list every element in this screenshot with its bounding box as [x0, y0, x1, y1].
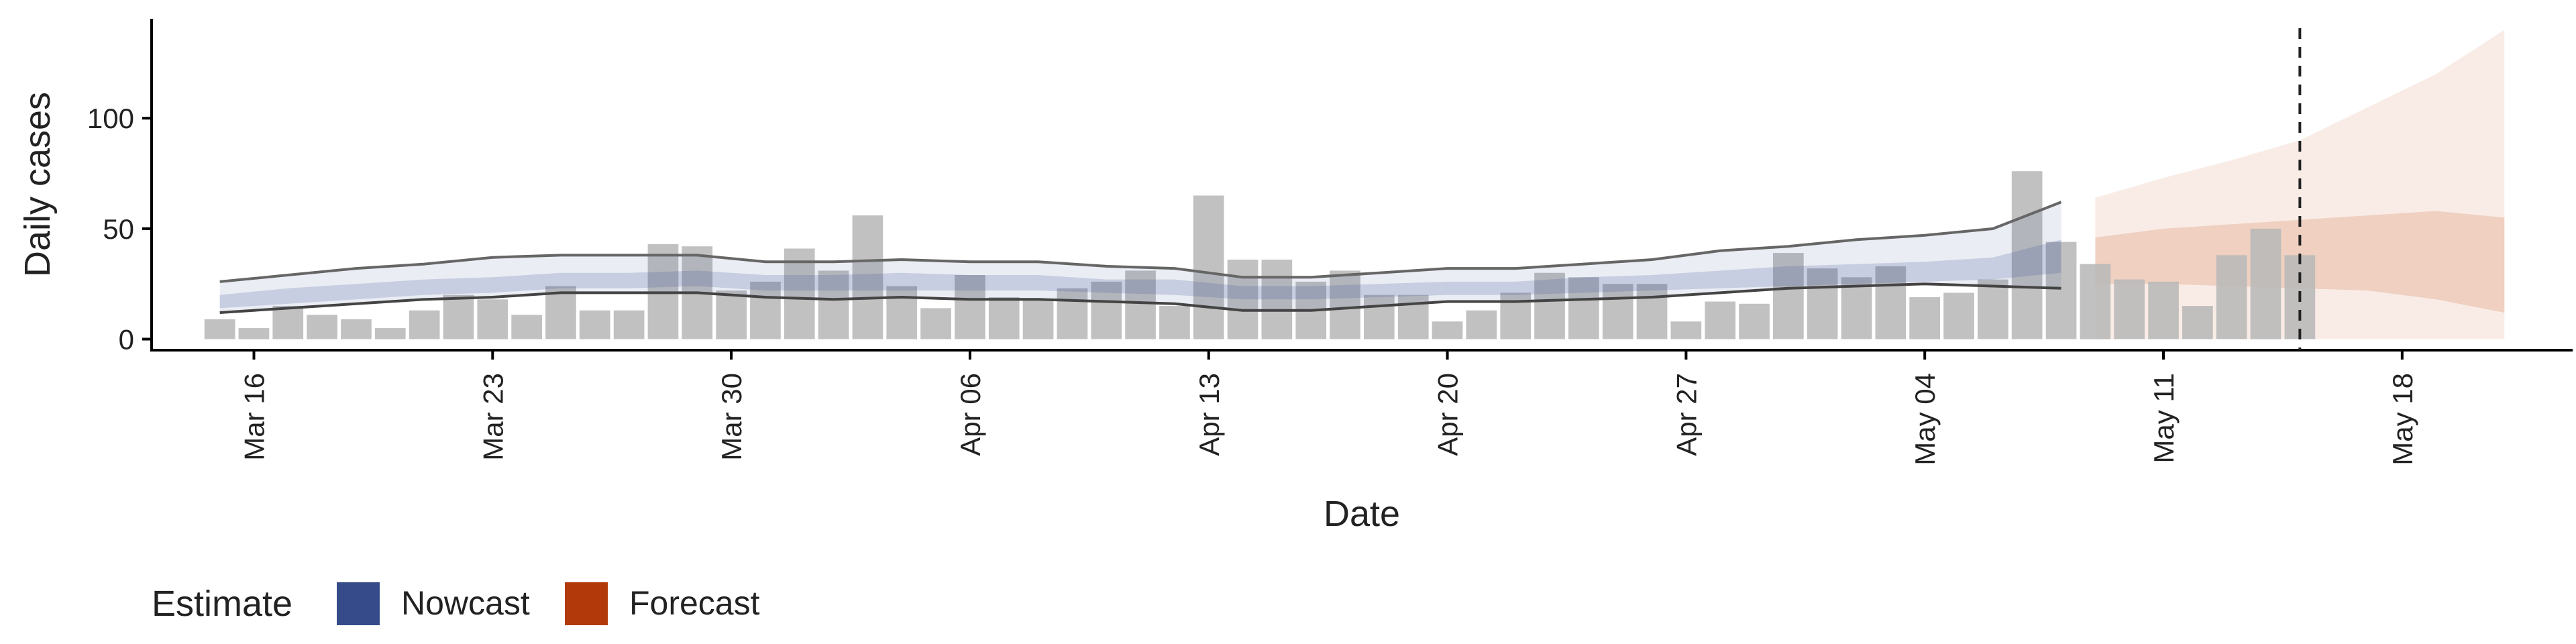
- legend: Estimate Nowcast Forecast: [152, 582, 760, 625]
- case-bar: [443, 294, 474, 339]
- case-bar: [409, 310, 440, 339]
- case-bar: [613, 310, 645, 339]
- case-bar: [1875, 266, 1907, 339]
- case-bar: [2182, 306, 2213, 339]
- x-tick-label: Mar 23: [477, 373, 508, 461]
- case-bar: [852, 215, 883, 339]
- case-bar: [1159, 306, 1190, 339]
- x-tick-label: May 18: [2387, 373, 2418, 466]
- y-tick-label: 0: [119, 324, 134, 356]
- case-bar: [1705, 301, 1736, 339]
- case-bar: [716, 290, 747, 339]
- case-bar: [511, 315, 542, 339]
- y-axis-title: Daily cases: [17, 92, 58, 277]
- case-bar: [477, 299, 508, 339]
- case-bar: [784, 248, 815, 339]
- case-bar: [955, 275, 985, 339]
- case-bar: [1909, 297, 1940, 339]
- x-ticks: Mar 16 Mar 23 Mar 30 Apr 06 Apr 13 Apr 20 Apr …: [239, 350, 2418, 466]
- nowcast-outer-band: [219, 202, 2061, 313]
- x-tick-label: May 11: [2148, 373, 2180, 464]
- case-bar: [238, 328, 270, 339]
- legend-swatch-nowcast: [337, 582, 380, 625]
- case-bar: [1568, 277, 1599, 339]
- x-tick-label: Apr 20: [1432, 373, 1464, 456]
- x-tick-label: Apr 06: [955, 373, 986, 456]
- case-bar: [818, 270, 849, 339]
- case-bar: [750, 281, 781, 339]
- case-bar: [307, 315, 337, 339]
- case-bar: [988, 297, 1020, 339]
- case-bar: [1670, 321, 1702, 339]
- nowcast-layer: [219, 201, 2062, 314]
- case-bar: [1773, 253, 1804, 339]
- case-bar: [579, 310, 610, 339]
- legend-label-nowcast: Nowcast: [401, 584, 530, 622]
- case-bar: [272, 306, 304, 339]
- case-bar: [2011, 171, 2043, 339]
- case-bar: [2045, 241, 2077, 339]
- y-tick-label: 100: [87, 103, 134, 134]
- case-bar: [1057, 288, 1088, 339]
- x-tick-label: Apr 27: [1670, 373, 1702, 456]
- case-bar: [374, 328, 406, 339]
- case-bar: [886, 286, 918, 339]
- x-tick-label: May 04: [1909, 373, 1941, 466]
- legend-label-forecast: Forecast: [629, 584, 760, 622]
- case-bar: [204, 319, 235, 339]
- case-bar: [1330, 270, 1360, 339]
- y-tick-label: 50: [103, 213, 134, 245]
- case-bar: [1534, 272, 1565, 339]
- case-bar: [1739, 303, 1770, 339]
- case-bar: [1636, 284, 1668, 339]
- legend-swatch-forecast: [565, 582, 608, 625]
- case-bar: [1227, 260, 1258, 339]
- case-bar: [1943, 292, 1974, 339]
- legend-title: Estimate: [152, 584, 292, 624]
- x-tick-label: Mar 16: [239, 373, 270, 461]
- case-bar: [1193, 195, 1224, 339]
- case-bar: [1022, 299, 1054, 339]
- case-bar: [341, 319, 372, 339]
- case-bar: [2080, 264, 2111, 339]
- case-bar: [1807, 268, 1838, 339]
- case-bar: [1091, 281, 1122, 339]
- case-bar: [545, 286, 576, 339]
- bars-layer: [204, 171, 2316, 339]
- nowcast-upper-line: [219, 201, 2062, 283]
- x-tick-label: Apr 13: [1193, 373, 1225, 456]
- nowcast-lower-line: [219, 282, 2061, 314]
- x-axis-title: Date: [1324, 494, 1400, 534]
- case-bar: [2250, 228, 2282, 339]
- case-bar: [1364, 294, 1395, 339]
- case-bar: [1261, 260, 1293, 339]
- case-bar: [920, 308, 951, 339]
- case-bar: [1125, 270, 1156, 339]
- case-bar: [1432, 321, 1463, 339]
- case-bar: [2148, 281, 2179, 339]
- case-bar: [1978, 279, 2008, 339]
- case-bar: [2114, 279, 2145, 339]
- nowcast-inner-band: [219, 239, 2061, 309]
- axes-layer: [150, 19, 2573, 352]
- case-bar: [2216, 255, 2247, 339]
- case-bar: [1602, 284, 1633, 339]
- case-bar: [1466, 310, 1497, 339]
- y-ticks: 0 50 100: [87, 103, 152, 356]
- x-tick-label: Mar 30: [716, 373, 747, 461]
